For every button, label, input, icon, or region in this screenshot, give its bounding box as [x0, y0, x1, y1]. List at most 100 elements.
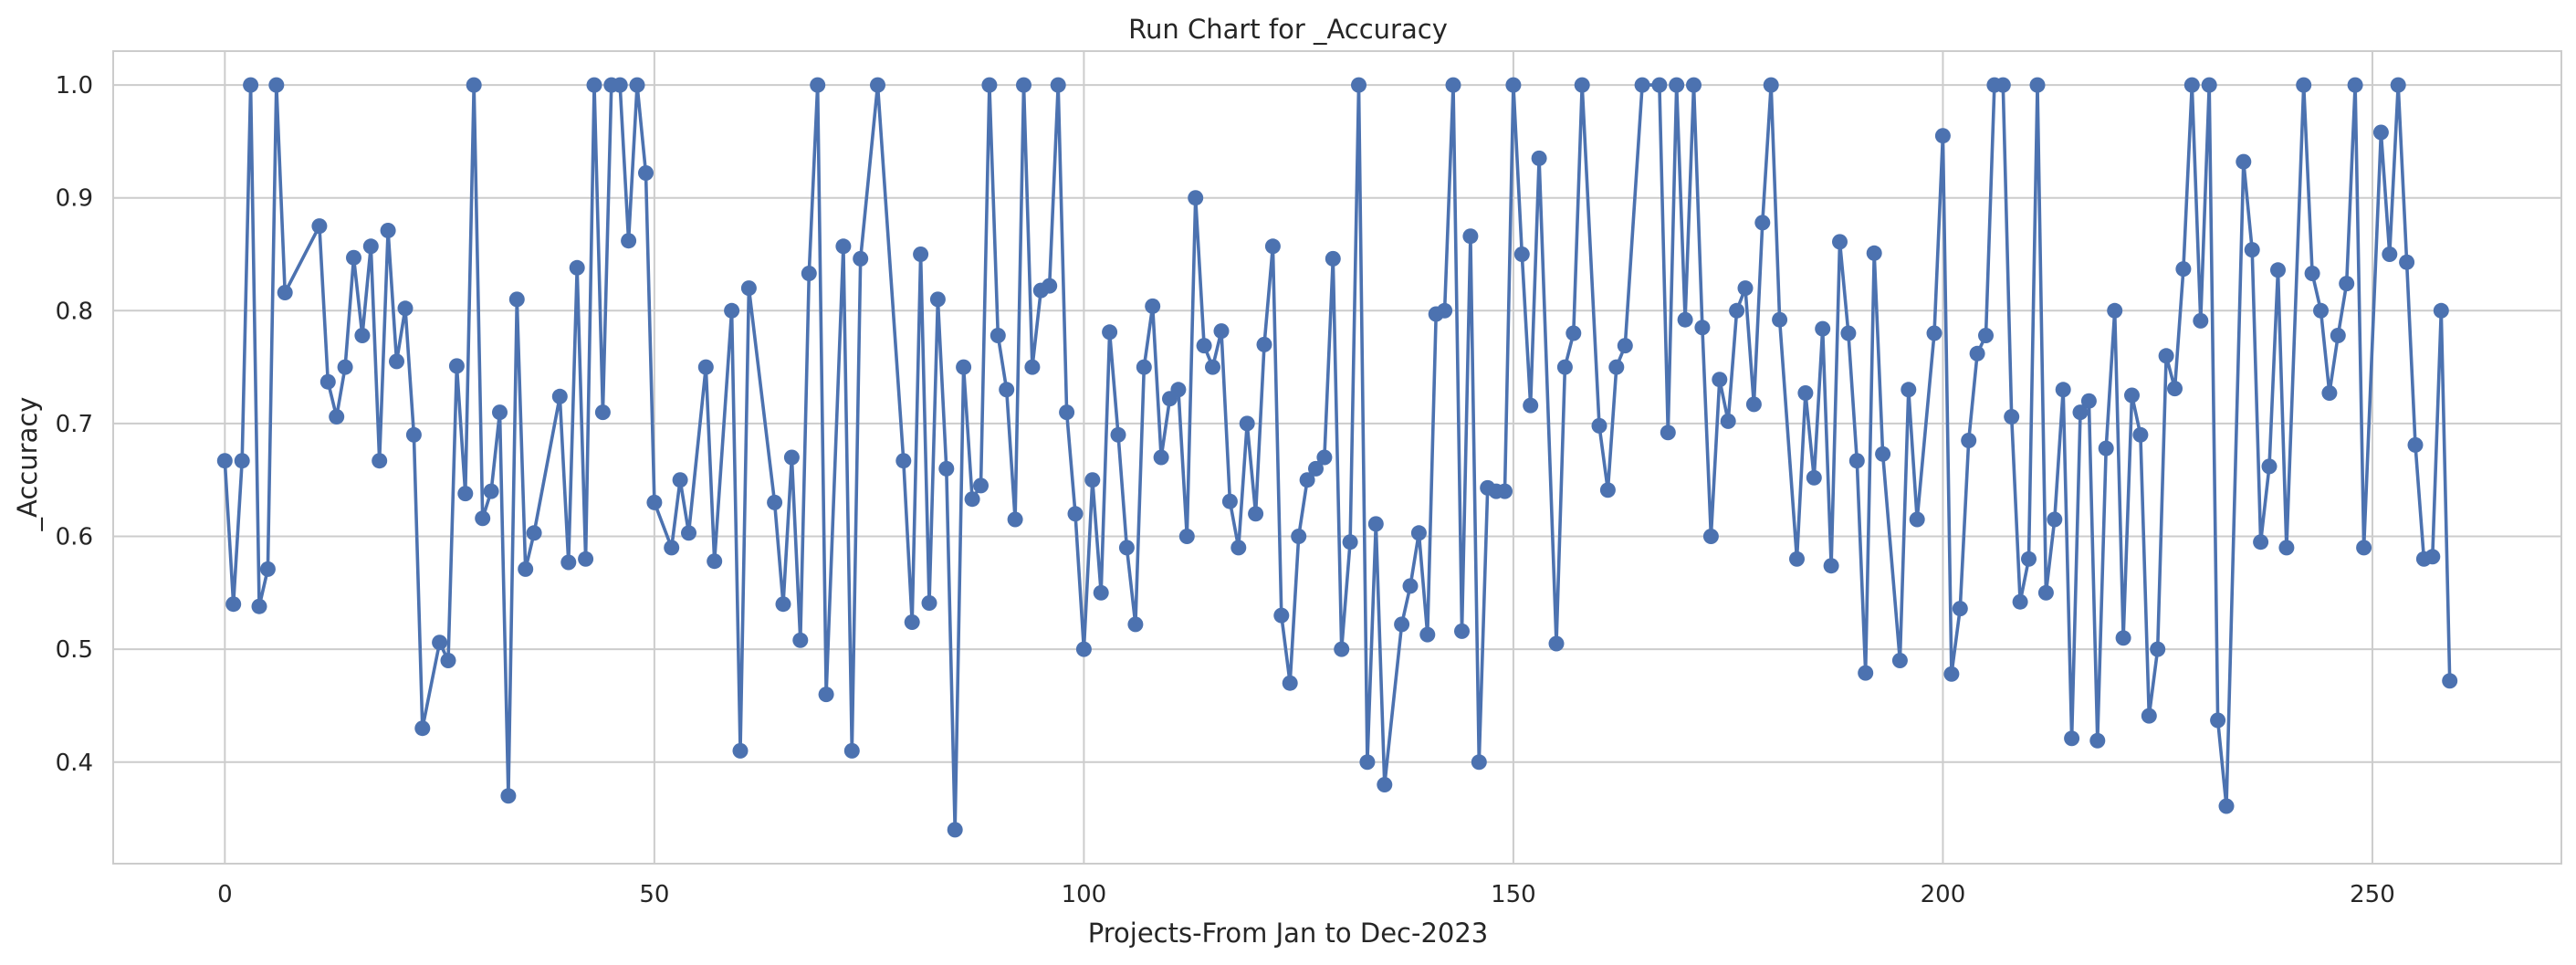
- data-point: [2175, 261, 2192, 278]
- data-point: [440, 653, 456, 668]
- data-point: [1351, 77, 1367, 93]
- data-point: [1007, 511, 1023, 528]
- data-point: [1308, 460, 1324, 477]
- data-point: [1110, 426, 1126, 443]
- data-point: [1634, 77, 1650, 93]
- data-point: [1136, 359, 1152, 375]
- x-tick-label: 250: [2350, 881, 2395, 908]
- data-point: [1823, 558, 1839, 574]
- data-point: [646, 494, 663, 510]
- data-point: [1221, 493, 1238, 509]
- data-point: [2296, 77, 2312, 93]
- data-point: [732, 742, 749, 759]
- data-point: [964, 491, 980, 508]
- data-point: [1419, 626, 1436, 643]
- data-point: [234, 453, 250, 469]
- data-point: [1118, 540, 1135, 556]
- data-point: [1248, 506, 1264, 522]
- data-point: [560, 554, 577, 571]
- data-point: [664, 540, 680, 556]
- data-point: [405, 426, 422, 443]
- data-point: [1505, 77, 1522, 93]
- data-point: [990, 328, 1006, 343]
- y-tick-label: 0.5: [56, 636, 93, 664]
- data-point: [2150, 641, 2166, 657]
- data-point: [1016, 77, 1031, 93]
- data-point: [2193, 312, 2209, 329]
- data-point: [1815, 320, 1831, 337]
- data-point: [251, 598, 267, 614]
- data-point: [466, 77, 482, 93]
- data-point: [1754, 215, 1771, 231]
- data-point: [594, 404, 611, 421]
- data-point: [1359, 754, 1376, 771]
- data-point: [2012, 593, 2028, 610]
- data-point: [2244, 242, 2260, 258]
- data-point: [475, 510, 491, 527]
- data-point: [2433, 302, 2449, 319]
- data-point: [2236, 153, 2252, 170]
- data-point: [2115, 630, 2131, 646]
- data-point: [1660, 425, 1676, 441]
- data-point: [2141, 708, 2157, 724]
- data-point: [329, 409, 345, 425]
- data-point: [1239, 415, 1255, 432]
- data-point: [2167, 381, 2183, 397]
- data-point: [457, 486, 474, 502]
- data-point: [259, 561, 276, 577]
- data-point: [740, 280, 757, 297]
- series-line: [223, 83, 2452, 832]
- data-point: [311, 218, 328, 235]
- data-point: [672, 472, 688, 488]
- data-point: [1282, 675, 1298, 691]
- data-point: [1729, 302, 1745, 319]
- y-tick-label: 0.7: [56, 411, 93, 438]
- y-tick-label: 1.0: [56, 72, 93, 100]
- data-point: [1608, 359, 1625, 375]
- data-point: [2055, 382, 2071, 398]
- data-point: [518, 561, 534, 577]
- data-point: [1196, 338, 1212, 354]
- data-point: [1840, 325, 1857, 341]
- data-point: [337, 359, 353, 375]
- data-point: [1806, 469, 1822, 486]
- y-axis-label: _Accuracy: [12, 397, 43, 532]
- data-point: [1084, 472, 1101, 488]
- data-point: [2372, 124, 2389, 141]
- data-point: [432, 635, 448, 651]
- data-point: [1445, 77, 1461, 93]
- data-point: [2261, 458, 2278, 475]
- data-point: [1145, 298, 1161, 314]
- data-point: [707, 553, 723, 570]
- data-point: [2124, 387, 2140, 404]
- data-point: [1127, 616, 1144, 633]
- data-point: [1745, 396, 1762, 413]
- data-point: [1875, 446, 1891, 462]
- data-point: [895, 453, 912, 469]
- data-point: [775, 596, 791, 613]
- data-point: [1102, 324, 1118, 341]
- data-point: [483, 483, 499, 499]
- data-point: [216, 453, 233, 469]
- data-point: [2270, 262, 2286, 278]
- data-point: [1024, 359, 1041, 375]
- x-axis-label: Projects-From Jan to Dec-2023: [1088, 918, 1489, 949]
- data-point: [697, 359, 714, 375]
- data-point: [681, 525, 696, 541]
- data-point: [1513, 246, 1530, 262]
- data-point: [2304, 266, 2320, 281]
- data-point: [1367, 516, 1384, 532]
- data-point: [1909, 511, 1925, 528]
- data-point: [1943, 666, 1960, 682]
- y-tick-label: 0.6: [56, 524, 93, 551]
- data-point: [999, 382, 1015, 398]
- data-point: [2029, 77, 2046, 93]
- data-point: [981, 77, 998, 93]
- data-point: [947, 822, 963, 838]
- data-point: [767, 494, 783, 510]
- data-point: [913, 246, 929, 262]
- data-point: [612, 77, 628, 93]
- data-point: [225, 596, 242, 613]
- data-point: [2442, 673, 2458, 689]
